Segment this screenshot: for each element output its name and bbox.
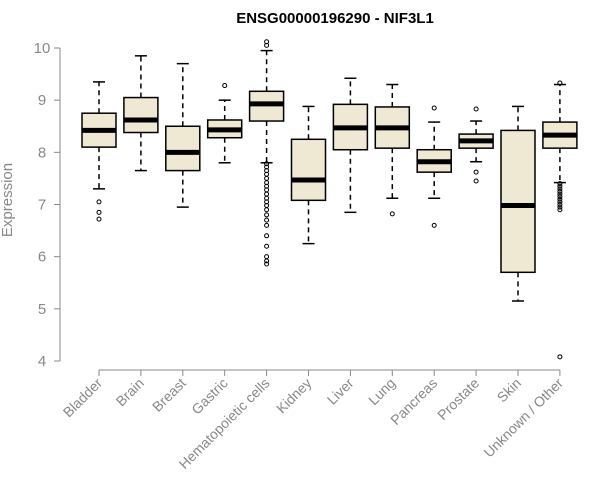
outlier-point <box>264 207 270 213</box>
outlier-point <box>264 191 270 197</box>
y-axis: 4 5 6 7 8 9 10 <box>34 40 61 370</box>
box <box>500 129 536 274</box>
y-tick-label: 8 <box>38 144 46 161</box>
outlier-point <box>557 80 563 86</box>
box-group <box>332 77 369 214</box>
box-group <box>81 81 117 222</box>
outlier-point <box>264 254 270 260</box>
outlier-point <box>96 209 102 215</box>
outlier-point <box>264 175 270 181</box>
y-tick-label: 10 <box>34 40 51 57</box>
box <box>123 96 159 134</box>
boxes <box>81 39 578 360</box>
x-tick-label: Kidney <box>273 375 315 417</box>
box-group <box>206 83 243 164</box>
box <box>290 138 327 202</box>
box-group <box>123 55 159 172</box>
x-tick-label: Liver <box>324 375 357 408</box>
outlier-point <box>264 42 270 48</box>
outlier-point <box>557 207 563 213</box>
outlier-point <box>264 258 270 264</box>
outlier-point <box>431 105 437 111</box>
box-group <box>458 106 494 184</box>
outlier-point <box>264 212 270 218</box>
outlier-point <box>473 169 479 175</box>
y-tick-label: 6 <box>38 249 46 266</box>
x-tick-label: Breast <box>149 375 189 415</box>
outlier-point <box>264 222 270 228</box>
chart-title: ENSG00000196290 - NIF3L1 <box>236 10 434 27</box>
y-tick-label: 9 <box>38 92 46 109</box>
outlier-point <box>557 196 563 202</box>
box-group <box>165 62 201 208</box>
y-tick-label: 5 <box>38 301 46 318</box>
outlier-point <box>96 199 102 205</box>
box-group <box>374 83 411 217</box>
outlier-point <box>264 217 270 223</box>
y-axis-label: Expression <box>0 163 16 237</box>
outlier-point <box>473 178 479 184</box>
outlier-point <box>557 199 563 205</box>
box-group <box>290 105 327 245</box>
box-group <box>542 80 578 360</box>
outlier-point <box>557 186 563 192</box>
outlier-point <box>264 233 270 239</box>
y-tick-label: 7 <box>38 197 46 214</box>
outlier-point <box>557 191 563 197</box>
outlier-point <box>222 83 228 89</box>
outlier-point <box>264 261 270 267</box>
x-tick-label: Bladder <box>60 375 106 421</box>
outlier-point <box>96 216 102 222</box>
outlier-point <box>264 243 270 249</box>
box <box>165 125 201 172</box>
x-tick-label: Pancreas <box>387 375 440 428</box>
y-tick-label: 4 <box>38 353 46 370</box>
outlier-point <box>557 181 563 187</box>
x-tick-label: Brain <box>113 375 147 409</box>
outlier-point <box>557 354 563 360</box>
outlier-point <box>473 106 479 112</box>
box-group <box>500 105 536 302</box>
outlier-point <box>557 202 563 207</box>
box-group <box>248 39 285 267</box>
x-tick-label: Unknown / Other <box>480 375 566 461</box>
outlier-point <box>431 222 437 228</box>
outlier-point <box>389 211 395 217</box>
outlier-point <box>557 183 563 189</box>
outlier-point <box>557 204 563 210</box>
x-tick-label: Prostate <box>434 375 482 423</box>
box-group <box>416 105 452 228</box>
x-tick-label: Lung <box>365 375 398 408</box>
outlier-point <box>557 194 563 200</box>
outlier-point <box>264 161 270 167</box>
x-tick-label: Skin <box>494 375 525 406</box>
outlier-point <box>557 188 563 194</box>
